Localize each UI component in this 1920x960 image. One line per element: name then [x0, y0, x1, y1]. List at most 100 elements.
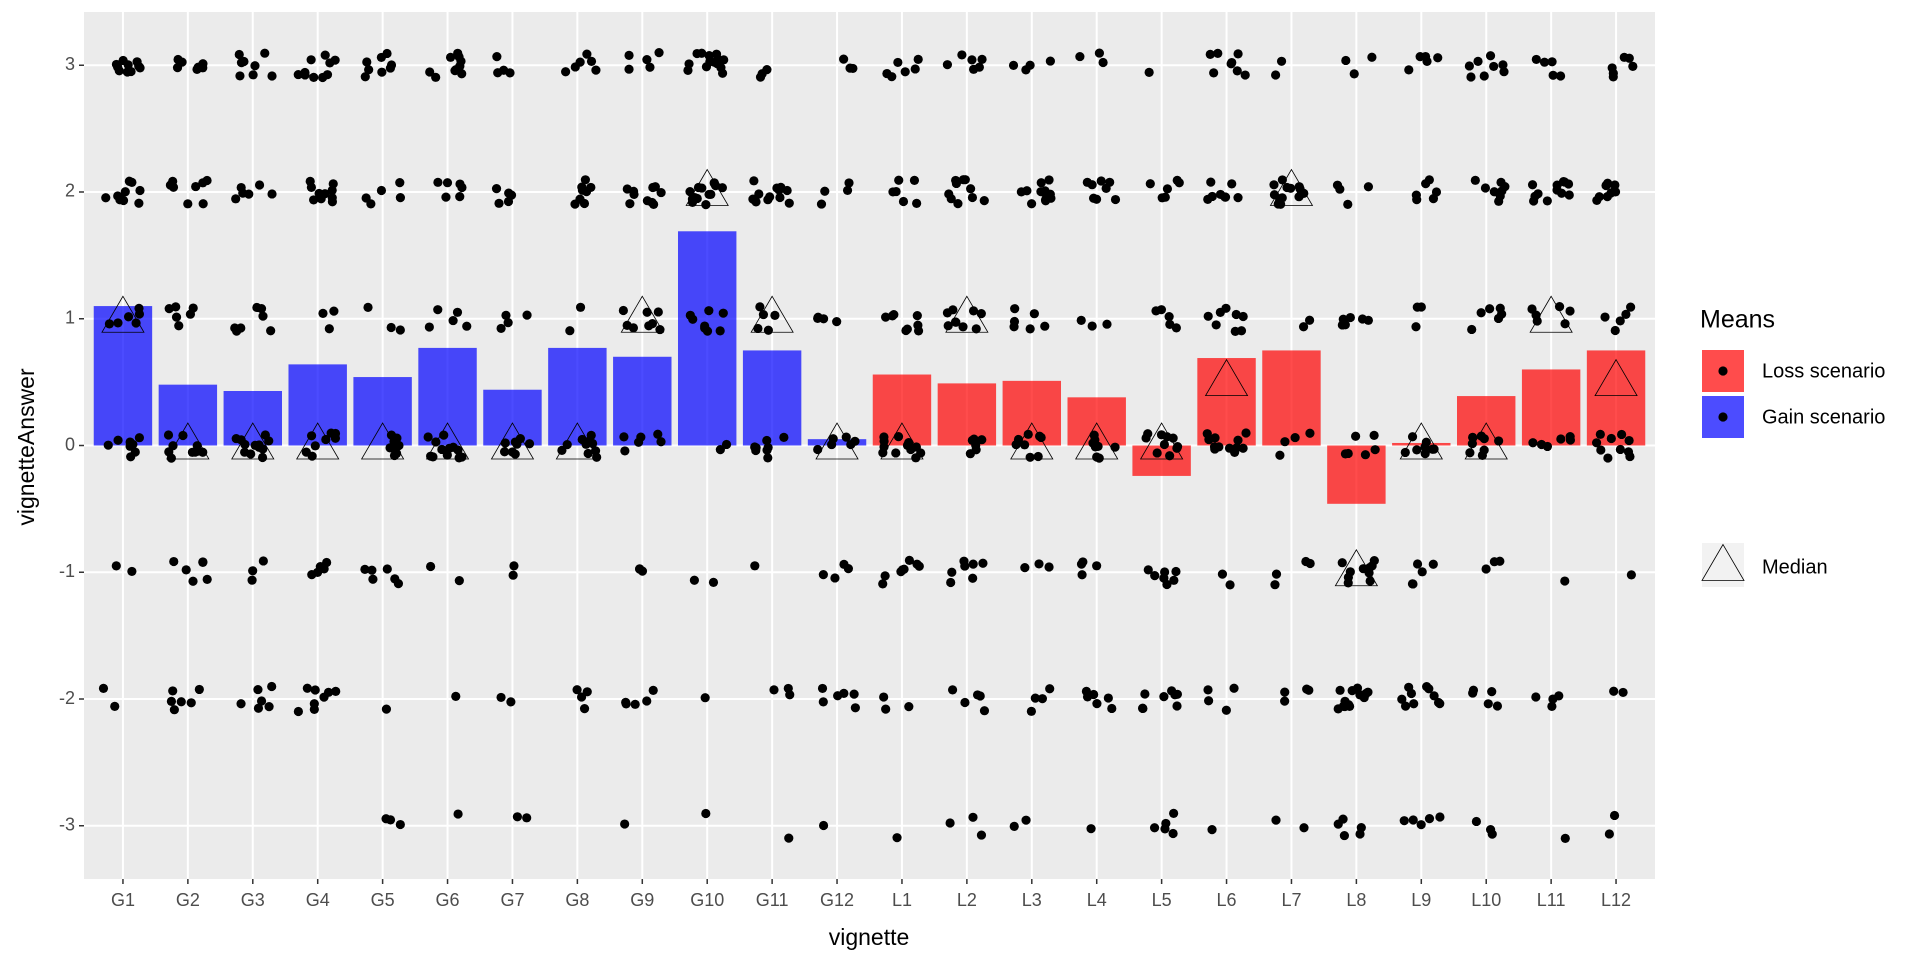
response-point: [191, 181, 201, 192]
response-point: [819, 314, 829, 324]
response-point: [386, 430, 397, 440]
response-point: [168, 182, 179, 192]
response-point: [267, 681, 277, 692]
response-point: [125, 441, 135, 451]
response-point: [1168, 828, 1178, 839]
response-point: [784, 198, 794, 208]
response-point: [1169, 808, 1179, 818]
response-point: [562, 440, 572, 450]
response-points: [423, 430, 467, 463]
response-point: [656, 437, 666, 447]
median-marker: [815, 422, 859, 460]
x-tick-label: L10: [1471, 890, 1501, 910]
response-point: [1098, 57, 1108, 68]
response-points: [1207, 825, 1217, 835]
response-point: [431, 72, 441, 82]
response-points: [701, 808, 711, 819]
response-point: [1411, 190, 1421, 200]
response-points: [715, 439, 732, 455]
response-point: [1159, 692, 1169, 702]
response-point: [621, 697, 631, 707]
response-point: [455, 61, 465, 71]
response-point: [758, 309, 769, 320]
response-points: [1144, 67, 1154, 77]
response-points: [1471, 816, 1497, 839]
response-point: [1363, 315, 1373, 325]
response-point: [1335, 685, 1345, 695]
response-point: [1225, 580, 1235, 590]
response-point: [1370, 445, 1380, 455]
response-point: [1479, 71, 1489, 81]
response-point: [700, 693, 710, 703]
response-point: [947, 685, 958, 695]
response-point: [1022, 186, 1032, 196]
response-point: [1280, 437, 1290, 447]
response-points: [1203, 683, 1239, 715]
response-points: [169, 556, 212, 586]
response-point: [1162, 184, 1173, 194]
response-points: [425, 48, 467, 82]
x-tick-label: G4: [306, 890, 330, 910]
response-point: [684, 59, 694, 69]
response-point: [123, 312, 134, 322]
response-point: [496, 323, 506, 334]
response-point: [565, 326, 575, 336]
response-point: [1481, 564, 1491, 574]
response-point: [1339, 701, 1349, 711]
response-point: [1206, 177, 1216, 187]
response-point: [1495, 303, 1505, 313]
response-point: [783, 683, 793, 694]
response-point: [267, 189, 277, 199]
response-point: [324, 324, 334, 334]
x-tick-label: G6: [436, 890, 460, 910]
response-points: [1082, 176, 1121, 205]
response-point: [642, 55, 652, 65]
response-point: [1621, 309, 1631, 319]
response-points: [98, 683, 120, 711]
x-tick-label: G1: [111, 890, 135, 910]
response-points: [1009, 304, 1050, 334]
response-point: [1528, 438, 1538, 448]
response-point: [1560, 576, 1570, 586]
response-points: [947, 685, 990, 716]
response-point: [881, 704, 891, 714]
response-point: [103, 440, 113, 450]
response-point: [1008, 60, 1019, 70]
response-point: [393, 578, 404, 589]
response-point: [570, 62, 580, 72]
response-points: [1271, 56, 1287, 80]
response-points: [1337, 312, 1373, 330]
response-point: [648, 685, 658, 695]
y-tick-label: -2: [59, 688, 75, 708]
response-point: [887, 311, 898, 321]
x-tick-label: L5: [1152, 890, 1172, 910]
response-point: [839, 54, 849, 64]
response-points: [1008, 56, 1055, 75]
response-point: [1417, 567, 1427, 577]
response-point: [505, 68, 515, 78]
response-point: [385, 815, 396, 825]
response-point: [325, 58, 335, 68]
response-point: [1143, 565, 1153, 575]
response-point: [1427, 444, 1438, 454]
response-points: [944, 175, 989, 209]
response-point: [176, 697, 186, 707]
response-points: [230, 302, 276, 336]
response-point: [770, 310, 780, 320]
median-marker: [1399, 422, 1443, 460]
response-point: [1210, 433, 1220, 443]
legend-key-point: [1718, 412, 1728, 422]
response-point: [965, 449, 975, 459]
response-point: [575, 302, 586, 312]
response-point: [894, 175, 904, 185]
response-point: [188, 576, 198, 586]
response-point: [104, 319, 115, 329]
bar: [353, 377, 412, 446]
response-point: [134, 303, 144, 313]
response-points: [1149, 808, 1179, 839]
response-point: [820, 186, 830, 196]
response-point: [111, 59, 122, 70]
response-point: [1172, 443, 1182, 453]
response-points: [683, 48, 729, 78]
